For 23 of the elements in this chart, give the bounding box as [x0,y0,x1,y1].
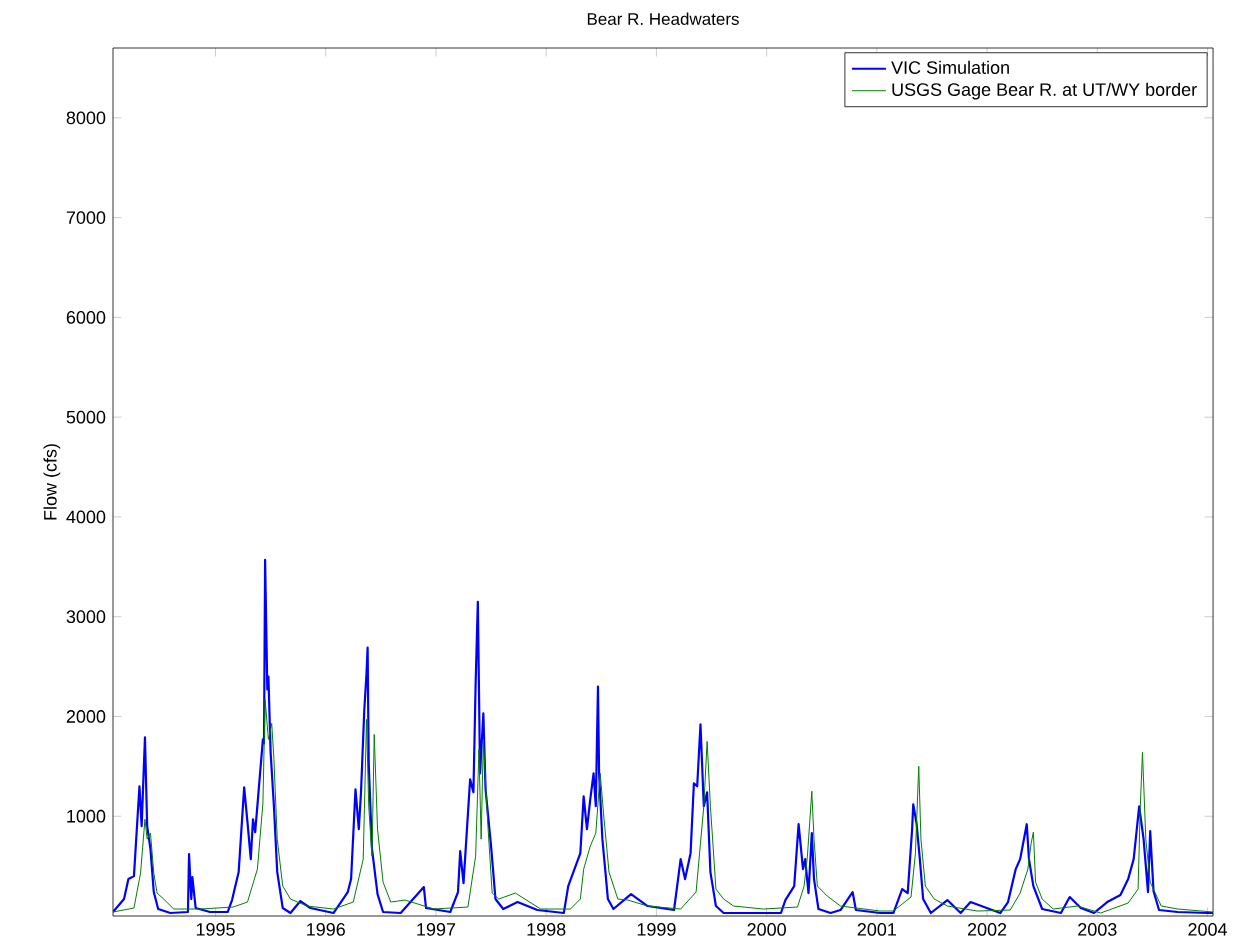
x-tick-label: 1998 [527,923,566,936]
x-tick-label: 1997 [417,923,456,936]
y-tick-label: 4000 [66,510,106,524]
x-tick-label: 2002 [967,923,1007,936]
x-tick-label: 2000 [747,923,786,936]
y-tick-label: 1000 [67,809,106,823]
y-tick-label: 2000 [66,710,106,723]
x-tick-label: 1999 [637,923,676,936]
x-tick-label: 2001 [857,923,896,936]
y-tick-label: 5000 [66,410,106,424]
line-series [113,699,1214,914]
legend-label: USGS Gage Bear R. at UT/WY border [892,82,1197,100]
y-axis-title: Flow (cfs) [43,444,61,520]
x-tick-label: 2003 [1078,923,1117,936]
y-tick-label: 7000 [66,211,106,224]
y-tick-label: 3000 [66,610,106,624]
x-tick-label: 1996 [307,923,345,936]
y-tick-label: 6000 [66,311,106,324]
x-tick-label: 2004 [1188,923,1227,936]
chart-title: Bear R. Headwaters [587,12,739,25]
x-tick-label: 1995 [196,923,235,936]
y-tick-label: 8000 [66,111,106,125]
legend-label: VIC Simulation [891,60,1009,74]
